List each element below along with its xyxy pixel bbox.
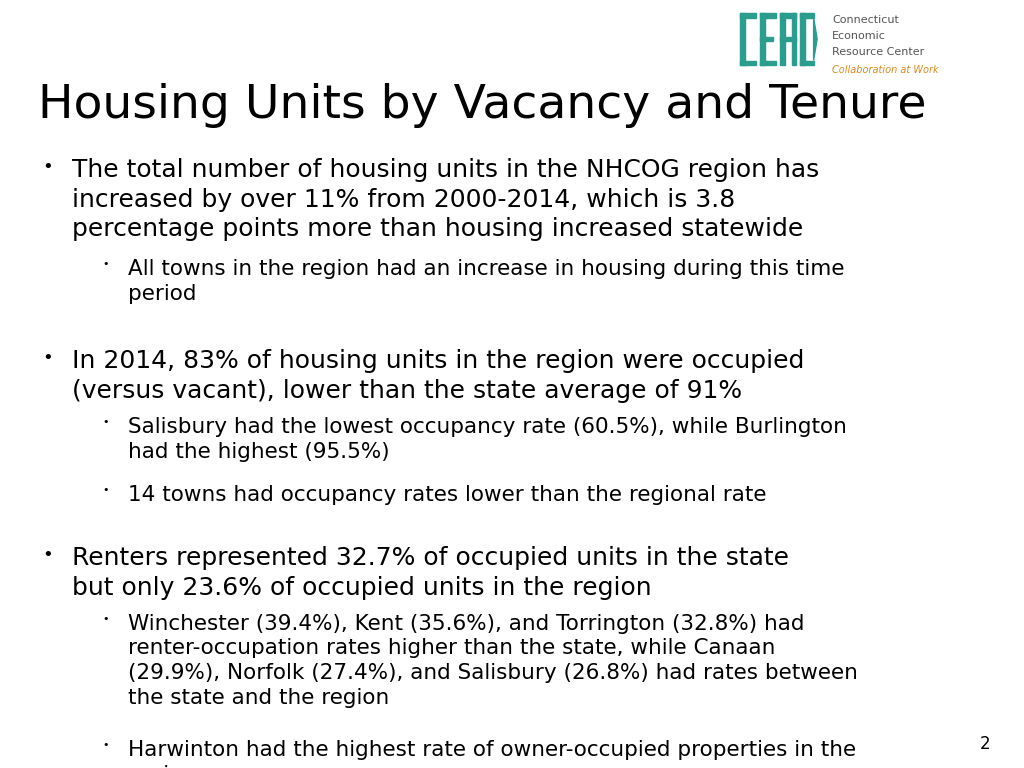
Bar (780, 13, 796, 18)
Bar (780, 37, 796, 41)
Text: •: • (102, 740, 109, 750)
Bar (760, 37, 773, 41)
Bar (792, 41, 796, 65)
Text: •: • (102, 485, 109, 495)
Bar (760, 13, 765, 65)
Text: Renters represented 32.7% of occupied units in the state
but only 23.6% of occup: Renters represented 32.7% of occupied un… (72, 546, 790, 600)
Text: Resource Center: Resource Center (831, 47, 925, 57)
Text: •: • (42, 546, 53, 564)
Text: Salisbury had the lowest occupancy rate (60.5%), while Burlington
had the highes: Salisbury had the lowest occupancy rate … (128, 417, 847, 462)
Text: 14 towns had occupancy rates lower than the regional rate: 14 towns had occupancy rates lower than … (128, 485, 767, 505)
Text: Connecticut: Connecticut (831, 15, 899, 25)
Bar (760, 61, 776, 65)
Bar (800, 61, 814, 65)
Bar (740, 61, 756, 65)
Text: All towns in the region had an increase in housing during this time
period: All towns in the region had an increase … (128, 260, 845, 304)
Bar (740, 13, 744, 65)
Text: In 2014, 83% of housing units in the region were occupied
(versus vacant), lower: In 2014, 83% of housing units in the reg… (72, 349, 805, 403)
Text: •: • (102, 614, 109, 624)
Text: Collaboration at Work: Collaboration at Work (831, 65, 939, 75)
Bar (760, 13, 776, 18)
Bar (800, 13, 805, 65)
Text: Winchester (39.4%), Kent (35.6%), and Torrington (32.8%) had
renter-occupation r: Winchester (39.4%), Kent (35.6%), and To… (128, 614, 858, 708)
Polygon shape (814, 18, 817, 61)
Text: •: • (42, 349, 53, 367)
Bar (800, 13, 814, 18)
Text: •: • (102, 417, 109, 427)
Text: •: • (102, 260, 109, 270)
Text: •: • (42, 158, 53, 176)
Bar (792, 13, 796, 41)
Text: Economic: Economic (831, 31, 886, 41)
Bar (740, 13, 756, 18)
Bar (780, 13, 784, 65)
Text: The total number of housing units in the NHCOG region has
increased by over 11% : The total number of housing units in the… (72, 158, 819, 241)
Text: Housing Units by Vacancy and Tenure: Housing Units by Vacancy and Tenure (38, 83, 927, 128)
Text: 2: 2 (979, 735, 990, 753)
Text: Harwinton had the highest rate of owner-occupied properties in the
region: Harwinton had the highest rate of owner-… (128, 740, 856, 768)
